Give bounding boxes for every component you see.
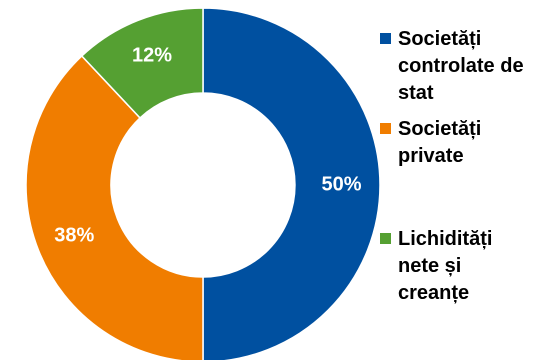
slice-value-label-2: 12% [132,45,172,67]
donut-slices [25,7,381,360]
donut-value-labels: 50% 38% 12% [54,45,362,247]
donut-slice-0 [202,7,381,360]
legend-label-2: Lichidități nete și creanțe [398,228,493,304]
slice-value-label-0: 50% [321,173,361,195]
legend-swatch-2 [380,233,391,244]
slice-value-label-1: 38% [54,224,94,246]
legend-swatch-0 [380,33,391,44]
legend-label-1: Societăți private [398,118,482,167]
donut-slice-1 [25,54,204,360]
legend-swatch-1 [380,123,391,134]
donut-slice-2 [80,7,204,119]
legend-label-0: Societăți controlate de stat [398,28,524,104]
